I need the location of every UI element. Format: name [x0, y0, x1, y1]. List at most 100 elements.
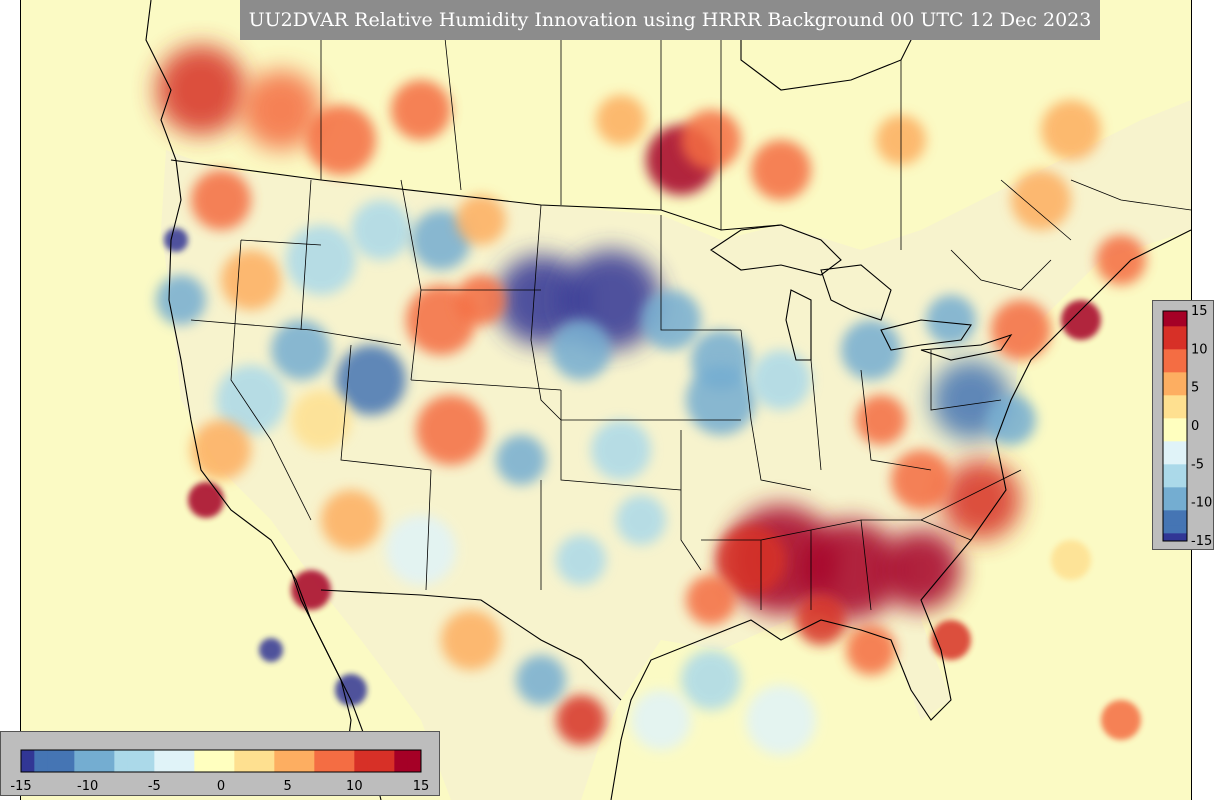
- colorbar-segment: [154, 750, 169, 772]
- field-patch: [716, 525, 786, 595]
- vertical-colorbar-graphic: 15 10 5 0 -5 -10 -15: [1162, 304, 1212, 549]
- field-patch: [221, 250, 281, 310]
- colorbar-segment: [1163, 525, 1187, 534]
- colorbar-tick-label: 10: [1191, 342, 1208, 357]
- field-patch: [336, 345, 406, 415]
- field-patch: [456, 195, 506, 245]
- field-patch: [156, 275, 206, 325]
- field-patch: [496, 255, 586, 345]
- colorbar-segment: [1163, 449, 1187, 458]
- colorbar-segment: [1163, 311, 1187, 320]
- field-patch: [286, 225, 356, 295]
- field-patch: [188, 482, 224, 518]
- colorbar-segment: [127, 750, 142, 772]
- colorbar-segment: [1163, 341, 1187, 350]
- colorbar-border: [1162, 310, 1188, 542]
- colorbar-segment: [1163, 387, 1187, 396]
- colorbar-segment: [114, 750, 129, 772]
- field-patch: [291, 390, 351, 450]
- colorbar-segment: [1163, 472, 1187, 481]
- field-patch: [686, 365, 756, 435]
- state-lines: [190, 179, 1052, 611]
- humidity-innovation-map: [21, 0, 1191, 800]
- colorbar-segment: [1163, 518, 1187, 527]
- field-patch: [801, 520, 901, 620]
- field-patch: [556, 535, 606, 585]
- colorbar-segment: [141, 750, 155, 772]
- canada-provinces: [320, 0, 1191, 250]
- colorbar-segment: [1163, 418, 1187, 427]
- field-patch: [686, 575, 736, 625]
- field-patch: [681, 650, 741, 710]
- colorbar-tick-label: -10: [1191, 496, 1212, 511]
- colorbar-segment: [1163, 357, 1187, 366]
- field-patch: [259, 638, 283, 662]
- field-patch: [746, 685, 816, 755]
- colorbar-tick-label: -5: [1191, 457, 1204, 472]
- field-patch: [681, 110, 741, 170]
- colorbar-segment: [1163, 403, 1187, 412]
- colorbar-segment: [1163, 349, 1187, 358]
- field-patch: [941, 460, 1021, 540]
- colorbar-segment: [1163, 433, 1187, 442]
- field-patch: [991, 300, 1051, 360]
- field-patch: [616, 495, 666, 545]
- colorbar-segment: [394, 750, 409, 772]
- colorbar-segment: [101, 750, 115, 772]
- colorbar-segment: [1163, 464, 1187, 473]
- field-patch: [321, 490, 381, 550]
- colorbar-tick-label: -10: [77, 779, 98, 794]
- field-patch: [156, 45, 246, 135]
- colorbar-segment: [21, 750, 35, 772]
- field-patch: [441, 610, 501, 670]
- us-mexico-border: [320, 589, 622, 701]
- colorbar-segment: [1163, 479, 1187, 488]
- colorbar-segment: [1163, 487, 1187, 496]
- colorbar-segment: [247, 750, 262, 772]
- field-patch: [1051, 540, 1091, 580]
- field-patch: [891, 450, 951, 510]
- field-patch: [551, 320, 611, 380]
- colorbar-tick-label: 0: [1191, 419, 1199, 434]
- colorbar-segment: [1163, 441, 1187, 450]
- field-patch: [411, 210, 471, 270]
- colorbar-tick-label: -15: [10, 779, 31, 794]
- colorbar-segment: [1163, 318, 1187, 327]
- colorbar-segment: [194, 750, 209, 772]
- us-canada-border: [170, 159, 782, 231]
- colorbar-tick-label: 0: [217, 779, 225, 794]
- baja-coastline: [290, 569, 352, 761]
- map-panel: [20, 0, 1192, 800]
- field-patch: [1096, 235, 1146, 285]
- field-patch: [241, 70, 321, 150]
- field-patch: [391, 80, 451, 140]
- field-patch: [856, 395, 906, 445]
- colorbar-segment: [61, 750, 75, 772]
- field-patch: [456, 275, 506, 325]
- field-patch: [986, 395, 1036, 445]
- field-patch: [841, 320, 901, 380]
- field-patch: [1101, 700, 1141, 740]
- colorbar-segment: [1163, 395, 1187, 404]
- colorbar-segment: [221, 750, 235, 772]
- colorbar-segment: [381, 750, 395, 772]
- field-patch: [556, 695, 606, 745]
- colorbar-tick-label: -5: [148, 779, 161, 794]
- field-patch: [191, 170, 251, 230]
- colorbar-segment: [167, 750, 182, 772]
- field-patch: [335, 674, 367, 706]
- map-boundaries: [145, 0, 1191, 800]
- colorbar-segment: [1163, 380, 1187, 389]
- field-patch: [164, 228, 188, 252]
- colorbar-segment: [1163, 334, 1187, 343]
- field-patch: [1061, 300, 1101, 340]
- colorbar-segment: [47, 750, 62, 772]
- colorbar-segment: [87, 750, 102, 772]
- colorbar-segment: [1163, 510, 1187, 519]
- colorbar-segment: [314, 750, 329, 772]
- colorbar-segment: [327, 750, 342, 772]
- colorbar-segment: [234, 750, 249, 772]
- map-title-bar: UU2DVAR Relative Humidity Innovation usi…: [240, 0, 1100, 40]
- colorbar-segment: [1163, 495, 1187, 504]
- colorbar-segment: [301, 750, 315, 772]
